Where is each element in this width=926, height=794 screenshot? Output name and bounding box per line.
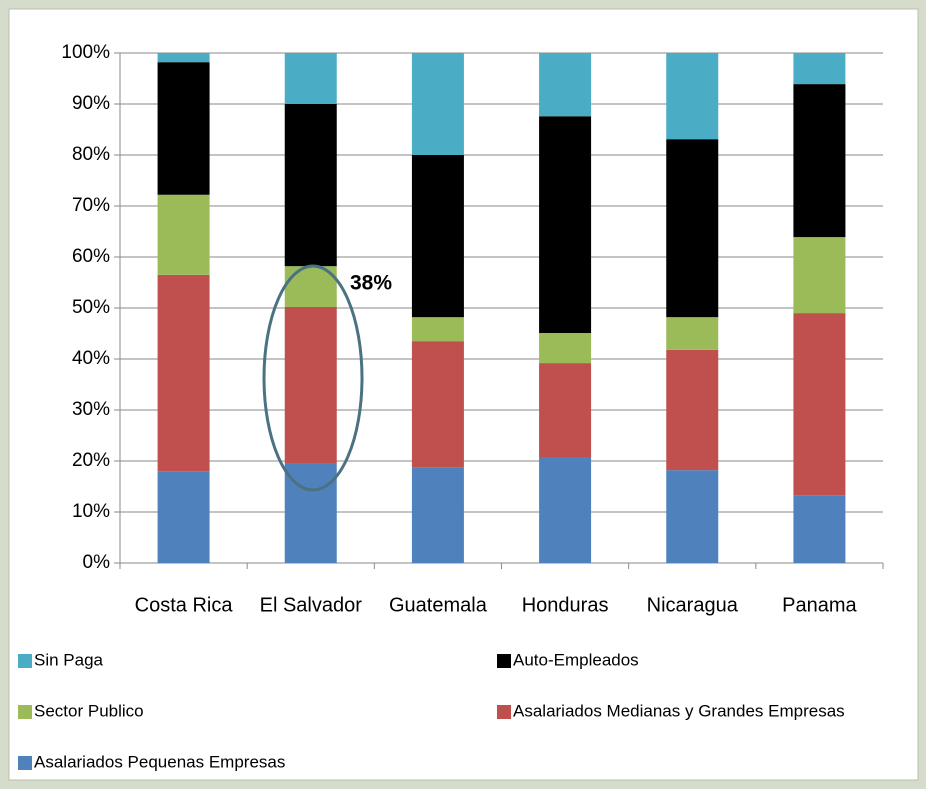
legend-label: Sector Publico xyxy=(34,701,144,720)
bar-segment xyxy=(539,53,592,117)
bar-segment xyxy=(793,495,846,563)
bar-segment xyxy=(666,139,719,318)
annotation: 38% xyxy=(350,272,392,295)
legend-label: Asalariados Pequenas Empresas xyxy=(34,752,285,771)
legend-swatch xyxy=(497,705,511,719)
bar-segment xyxy=(539,457,592,563)
y-tick-label: 20% xyxy=(72,450,110,471)
bar-segment xyxy=(666,470,719,563)
bar-segment xyxy=(411,317,464,342)
legend-swatch xyxy=(18,705,32,719)
x-tick-label: Panama xyxy=(782,594,857,616)
bar-segment xyxy=(157,274,210,472)
legend-swatch xyxy=(18,654,32,668)
legend-label: Asalariados Medianas y Grandes Empresas xyxy=(513,701,845,720)
bar-segment xyxy=(793,53,846,85)
bar-segment xyxy=(411,467,464,563)
y-tick-label: 10% xyxy=(72,501,110,522)
highlight-ellipse xyxy=(262,264,364,492)
x-tick-label: Honduras xyxy=(522,594,609,616)
legend-swatch xyxy=(497,654,511,668)
y-tick-label: 80% xyxy=(72,144,110,165)
x-tick-label: Nicaragua xyxy=(647,594,739,616)
legend-swatch xyxy=(18,756,32,770)
bar-segment xyxy=(284,104,337,267)
bar-segment xyxy=(284,306,337,464)
bar-segment xyxy=(539,332,592,364)
y-tick-label: 90% xyxy=(72,93,110,114)
bar-segment xyxy=(539,363,592,458)
bar-segment xyxy=(411,155,464,318)
y-tick-label: 50% xyxy=(72,297,110,318)
legend-label: Auto-Empleados xyxy=(513,650,639,669)
x-tick-label: Costa Rica xyxy=(135,594,234,616)
x-tick-label: Guatemala xyxy=(389,594,488,616)
bar-segment xyxy=(157,194,210,275)
bar-segment xyxy=(666,317,719,350)
bar-segment xyxy=(793,84,846,238)
bar-segment xyxy=(793,313,846,496)
bar-segment xyxy=(284,53,337,104)
bar-segment xyxy=(539,116,592,333)
bar-segment xyxy=(411,341,464,468)
y-tick-label: 30% xyxy=(72,399,110,420)
y-tick-label: 70% xyxy=(72,195,110,216)
bar-segment xyxy=(666,349,719,471)
bar-segment xyxy=(157,53,210,63)
x-tick-label: El Salvador xyxy=(260,594,363,616)
bar-segment xyxy=(157,62,210,195)
y-tick-label: 100% xyxy=(61,42,110,63)
legend-label: Sin Paga xyxy=(34,650,104,669)
bar-segment xyxy=(411,53,464,155)
y-tick-label: 0% xyxy=(83,552,111,573)
y-tick-label: 60% xyxy=(72,246,110,267)
bar-segment xyxy=(793,237,846,314)
bar-segment xyxy=(666,53,719,140)
y-tick-label: 40% xyxy=(72,348,110,369)
bar-segment xyxy=(157,471,210,563)
